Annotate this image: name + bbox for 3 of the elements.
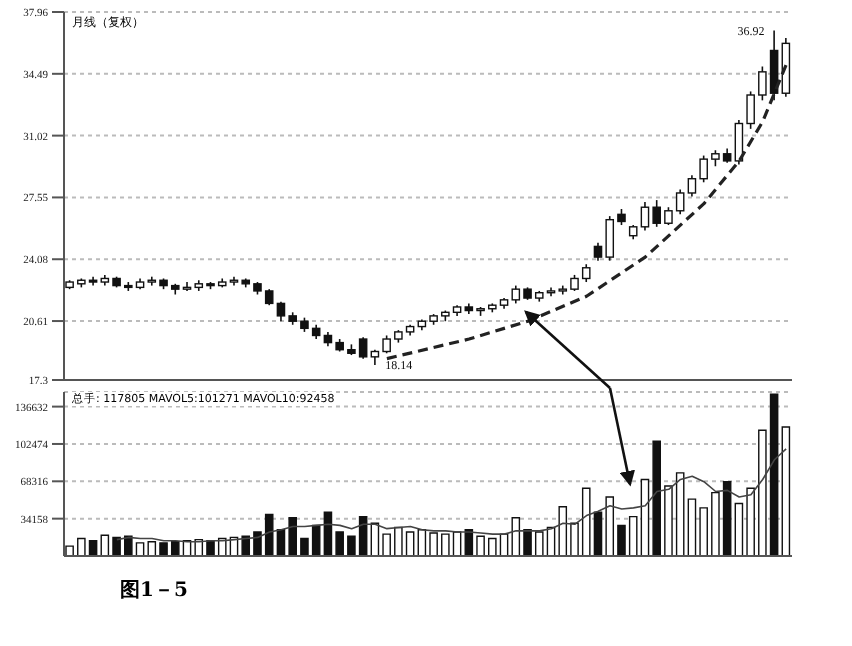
bar (781, 426, 791, 556)
line-series (116, 448, 787, 543)
caption: 图1－5 (120, 578, 188, 604)
